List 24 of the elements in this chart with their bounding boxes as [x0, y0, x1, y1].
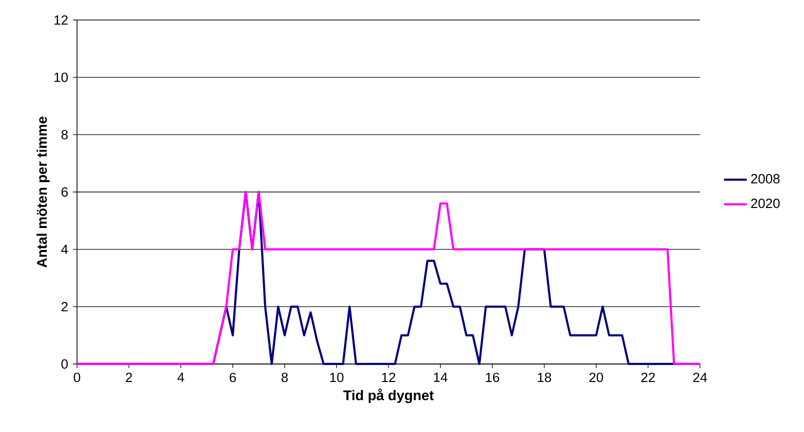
x-tick-label: 22 [641, 372, 655, 382]
x-tick-label: 0 [74, 372, 80, 382]
y-tick-label: 0 [61, 359, 68, 369]
x-tick-label: 6 [230, 372, 236, 382]
legend-label: 2008 [751, 174, 780, 184]
x-tick-label: 20 [589, 372, 604, 382]
x-axis-title: Tid på dygnet [343, 388, 434, 404]
y-tick-label: 4 [61, 244, 68, 254]
y-tick-label: 6 [62, 187, 68, 197]
x-tick-label: 10 [330, 372, 344, 382]
x-tick-label: 4 [177, 372, 184, 382]
y-tick-label: 2 [62, 302, 68, 312]
x-tick-label: 12 [382, 372, 396, 382]
x-tick-label: 2 [126, 372, 132, 382]
x-tick-label: 24 [693, 372, 708, 382]
y-tick-label: 8 [61, 130, 68, 140]
y-axis-title: Antal möten per timme [36, 116, 50, 268]
legend-label: 2020 [751, 198, 780, 208]
x-tick-label: 8 [282, 372, 288, 382]
x-tick-label: 14 [434, 372, 448, 382]
x-tick-label: 18 [538, 372, 552, 382]
y-tick-label: 12 [54, 15, 68, 25]
y-tick-label: 10 [54, 72, 68, 82]
x-tick-label: 16 [486, 372, 500, 382]
